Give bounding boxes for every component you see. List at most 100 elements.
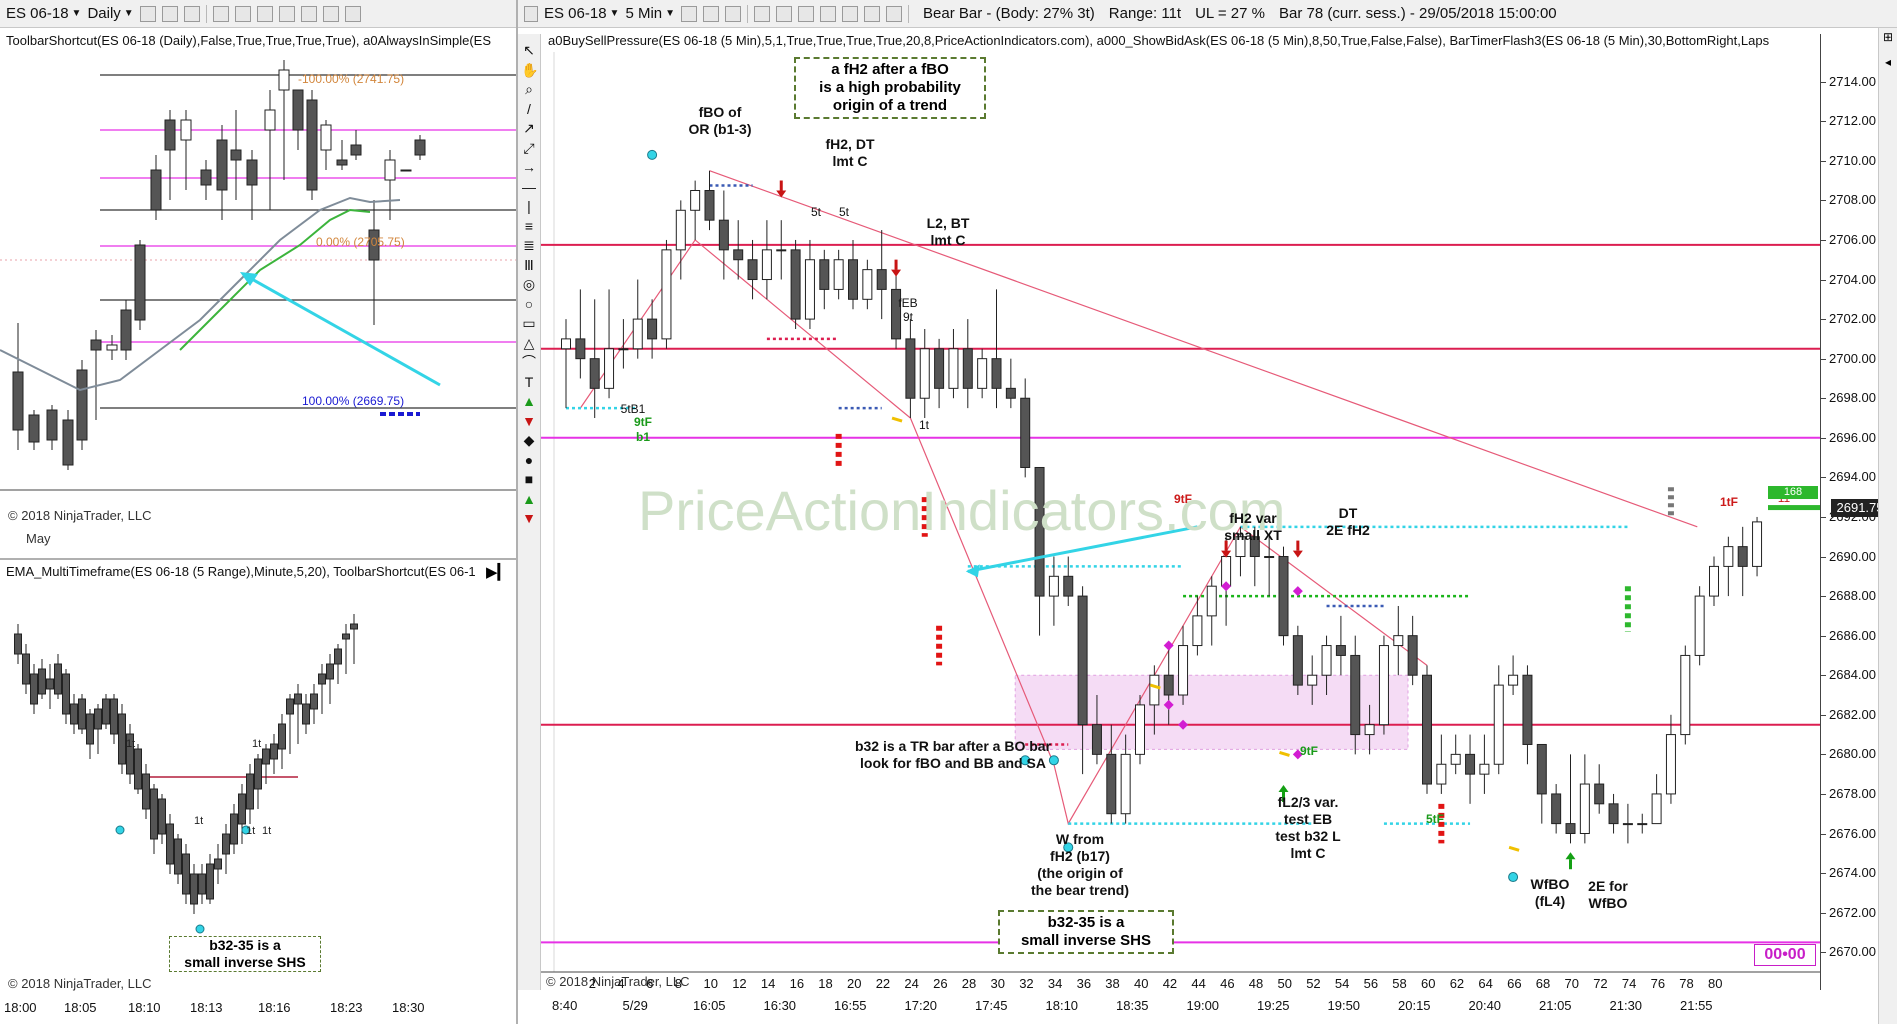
candle-body [1565, 823, 1576, 835]
range-time-label: 18:13 [190, 1000, 223, 1015]
candle-body [1135, 704, 1145, 755]
arrow-up-icon[interactable]: ▲ [522, 393, 536, 409]
candle-body [1536, 743, 1547, 795]
strategies-icon[interactable] [820, 5, 837, 22]
cursor-icon[interactable]: ↖ [523, 42, 535, 58]
ellipse-icon[interactable]: ○ [524, 295, 534, 312]
candle-body [962, 348, 973, 389]
price-tick-label: 2714.00 [1829, 73, 1876, 89]
rectangle-icon[interactable]: ▭ [522, 315, 536, 331]
time-tick-label: 19:00 [1186, 998, 1220, 1013]
left-range-chart-window: EMA_MultiTimeframe(ES 06-18 (5 Range),Mi… [0, 558, 518, 1024]
text-icon[interactable]: T [524, 373, 534, 390]
yellow-tail-marker [1279, 750, 1290, 757]
draw-tool-icon[interactable] [703, 5, 720, 22]
range-candle-body [70, 703, 78, 725]
chart-menu-icon[interactable] [524, 5, 538, 22]
candle-body [1292, 635, 1303, 686]
screenshot-icon[interactable] [864, 5, 881, 22]
price-tick-label: 2676.00 [1829, 825, 1876, 841]
daily-candle-body [400, 169, 412, 172]
range-1t-label: 1t [126, 738, 135, 750]
candle-body [604, 348, 615, 389]
diamond-icon[interactable]: ◆ [523, 432, 535, 448]
range-candle-body [54, 663, 62, 695]
candle-body [1020, 397, 1031, 468]
price-tick-label: 2690.00 [1829, 548, 1876, 564]
bar-style-icon[interactable] [139, 5, 156, 22]
main-price-axis[interactable]: 2714.00 2712.00 2710.00 2708.00 2706.00 2704.… [1820, 34, 1897, 990]
candle-body [1752, 521, 1763, 567]
daily-candle-body [350, 144, 362, 156]
triangle-up-icon[interactable]: ▲ [522, 490, 536, 507]
annotation-9tf-green: 9tF [1300, 744, 1318, 758]
bar-number-label: 44 [1191, 976, 1206, 991]
arrow-line-icon[interactable]: → [522, 159, 536, 175]
bar-timer: 00•00 [1754, 944, 1816, 966]
triangle-down-icon[interactable]: ▼ [522, 510, 536, 526]
instrument-selector[interactable]: ES 06-18 ▼ [544, 5, 620, 22]
fib-time-icon[interactable]: Ⅲ [524, 256, 534, 273]
pin-icon[interactable]: ⊞ [1882, 30, 1894, 44]
annotation-w-from: W from fH2 (b17) (the origin of the bear… [1030, 831, 1129, 898]
range-candle-body [246, 773, 254, 810]
last-price-label: 2691.75 [1831, 499, 1889, 517]
collapse-icon[interactable]: ◂ [1884, 55, 1892, 69]
draw-tool-icon[interactable] [161, 5, 178, 22]
templates-icon[interactable] [300, 5, 317, 22]
range-candle-body [158, 798, 166, 835]
price-tick-label: 2706.00 [1829, 231, 1876, 247]
properties-icon[interactable] [234, 5, 251, 22]
play-icon[interactable]: ▶▎ [486, 564, 510, 581]
main-time-axis[interactable]: 2 4 6 8 10 12 14 16 18 20 22 24 26 28 30 32 34 36 38 40 42 44… [540, 972, 1820, 1022]
fib-retracement-icon[interactable]: ≡ [524, 217, 534, 234]
bar-style-icon[interactable] [681, 5, 698, 22]
indicators-icon[interactable] [256, 5, 273, 22]
zoom-icon[interactable] [183, 5, 200, 22]
trade-icon[interactable] [344, 5, 361, 22]
trade-icon[interactable] [886, 5, 903, 22]
price-tick-label: 2698.00 [1829, 390, 1876, 406]
triangle-icon[interactable]: △ [523, 334, 535, 351]
candle-body [977, 358, 988, 389]
square-icon[interactable]: ■ [524, 471, 534, 487]
hand-icon[interactable]: ✋ [521, 61, 539, 78]
arrow-down-icon[interactable]: ▼ [522, 412, 536, 429]
main-toolbar: ES 06-18 ▼ 5 Min ▼ Bear Bar - (Body: 27% 3… [518, 0, 1897, 28]
range-candle-body [118, 713, 126, 765]
price-tick-mark [1821, 81, 1826, 83]
main-5min-chart-window: ES 06-18 ▼ 5 Min ▼ Bear Bar - (Body: 27% 3… [518, 0, 1897, 1024]
price-tick-label: 2700.00 [1829, 350, 1876, 366]
vertical-line-icon[interactable]: | [527, 198, 531, 214]
annotation-l2-bt: L2, BT lmt C [926, 215, 970, 248]
daily-candle-body [336, 159, 348, 166]
zoom-icon[interactable] [725, 5, 742, 22]
time-tick-label: 16:30 [763, 998, 797, 1013]
period-selector[interactable]: Daily ▼ [87, 5, 134, 22]
daily-candle-body [384, 159, 396, 181]
period-selector[interactable]: 5 Min ▼ [625, 5, 676, 22]
bar-number-label: 20 [847, 976, 862, 991]
indicators-icon[interactable] [798, 5, 815, 22]
fib-extension-icon[interactable]: ≣ [523, 237, 535, 253]
properties-icon[interactable] [776, 5, 793, 22]
dot-icon[interactable]: ● [524, 451, 534, 468]
instrument-selector[interactable]: ES 06-18 ▼ [6, 5, 82, 22]
price-tick-label: 2682.00 [1829, 706, 1876, 722]
screenshot-icon[interactable] [322, 5, 339, 22]
fib-circle-icon[interactable]: ◎ [522, 276, 536, 292]
annotation-b32: b32 is a TR bar after a BO bar look for … [854, 738, 1052, 771]
zoom-icon[interactable]: ⌕ [525, 81, 533, 97]
bar-number-label: 42 [1162, 976, 1178, 991]
crosshair-icon[interactable] [754, 5, 771, 22]
horizontal-line-icon[interactable]: — [522, 178, 536, 195]
crosshair-icon[interactable] [212, 5, 229, 22]
arc-icon[interactable]: ⌒ [522, 354, 536, 370]
price-tick-mark [1821, 556, 1826, 558]
ray-icon[interactable]: ↗ [523, 120, 535, 136]
cyan-arrow-head [965, 564, 980, 578]
draw-line-icon[interactable]: / [527, 100, 531, 117]
extended-line-icon[interactable]: ⤢ [523, 139, 535, 156]
templates-icon[interactable] [842, 5, 859, 22]
strategies-icon[interactable] [278, 5, 295, 22]
